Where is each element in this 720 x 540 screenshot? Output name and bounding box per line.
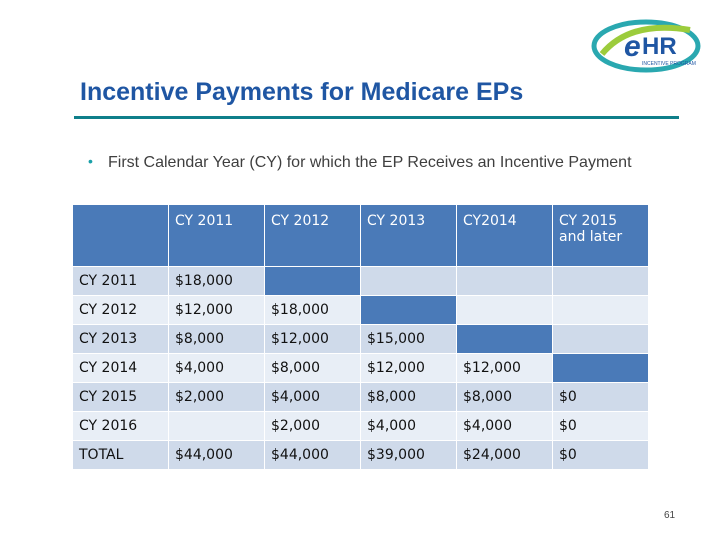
row-label: CY 2013 (72, 324, 169, 354)
table-cell (360, 295, 457, 325)
table-cell (552, 353, 649, 383)
table-cell: $44,000 (168, 440, 265, 470)
svg-text:INCENTIVE PROGRAM: INCENTIVE PROGRAM (642, 61, 696, 67)
table-cell: $4,000 (168, 353, 265, 383)
table-cell: $8,000 (264, 353, 361, 383)
table-cell: $4,000 (264, 382, 361, 412)
table-cell: $0 (552, 440, 649, 470)
slide-title: Incentive Payments for Medicare EPs (80, 78, 524, 106)
table-cell: $24,000 (456, 440, 553, 470)
header-cell: CY 2013 (360, 204, 457, 267)
table-cell: $12,000 (456, 353, 553, 383)
header-cell: CY2014 (456, 204, 553, 267)
bullet-icon: • (88, 153, 93, 169)
table-cell (552, 295, 649, 325)
table-cell: $2,000 (264, 411, 361, 441)
table-cell: $39,000 (360, 440, 457, 470)
table-cell (552, 266, 649, 296)
table-cell: $8,000 (360, 382, 457, 412)
title-divider (74, 116, 679, 119)
svg-text:e: e (624, 30, 641, 63)
table-row: CY 2012 $12,000 $18,000 (72, 295, 649, 325)
table-cell (168, 411, 265, 441)
header-cell: CY 2011 (168, 204, 265, 267)
table-cell: $18,000 (264, 295, 361, 325)
table-cell: $18,000 (168, 266, 265, 296)
table-cell: $12,000 (168, 295, 265, 325)
table-cell: $12,000 (264, 324, 361, 354)
header-cell: CY 2012 (264, 204, 361, 267)
table-cell: $12,000 (360, 353, 457, 383)
table-cell: $4,000 (456, 411, 553, 441)
ehr-logo: e HR INCENTIVE PROGRAM (590, 14, 705, 76)
header-cell (72, 204, 169, 267)
table-cell: $0 (552, 411, 649, 441)
table-cell (552, 324, 649, 354)
ehr-logo-graphic: e HR INCENTIVE PROGRAM (591, 19, 701, 73)
table-cell (456, 295, 553, 325)
table-cell: $2,000 (168, 382, 265, 412)
table-cell: $15,000 (360, 324, 457, 354)
table-row: CY 2013 $8,000 $12,000 $15,000 (72, 324, 649, 354)
row-label: CY 2016 (72, 411, 169, 441)
table-row: CY 2015 $2,000 $4,000 $8,000 $8,000 $0 (72, 382, 649, 412)
header-cell: CY 2015 and later (552, 204, 649, 267)
table-total-row: TOTAL $44,000 $44,000 $39,000 $24,000 $0 (72, 440, 649, 470)
table-cell (360, 266, 457, 296)
table-row: CY 2014 $4,000 $8,000 $12,000 $12,000 (72, 353, 649, 383)
table-cell: $8,000 (168, 324, 265, 354)
page-number: 61 (664, 510, 676, 521)
table-cell (456, 266, 553, 296)
table-cell: $4,000 (360, 411, 457, 441)
table-cell: $8,000 (456, 382, 553, 412)
table-header-row: CY 2011 CY 2012 CY 2013 CY2014 CY 2015 a… (72, 204, 649, 267)
incentive-payment-table: CY 2011 CY 2012 CY 2013 CY2014 CY 2015 a… (72, 204, 649, 470)
table-row: CY 2016 $2,000 $4,000 $4,000 $0 (72, 411, 649, 441)
svg-text:HR: HR (642, 33, 677, 60)
table-cell: $0 (552, 382, 649, 412)
table-cell: $44,000 (264, 440, 361, 470)
bullet-text: First Calendar Year (CY) for which the E… (108, 154, 632, 171)
row-label: TOTAL (72, 440, 169, 470)
table-cell (264, 266, 361, 296)
table-row: CY 2011 $18,000 (72, 266, 649, 296)
row-label: CY 2011 (72, 266, 169, 296)
table-cell (456, 324, 553, 354)
row-label: CY 2014 (72, 353, 169, 383)
row-label: CY 2015 (72, 382, 169, 412)
row-label: CY 2012 (72, 295, 169, 325)
